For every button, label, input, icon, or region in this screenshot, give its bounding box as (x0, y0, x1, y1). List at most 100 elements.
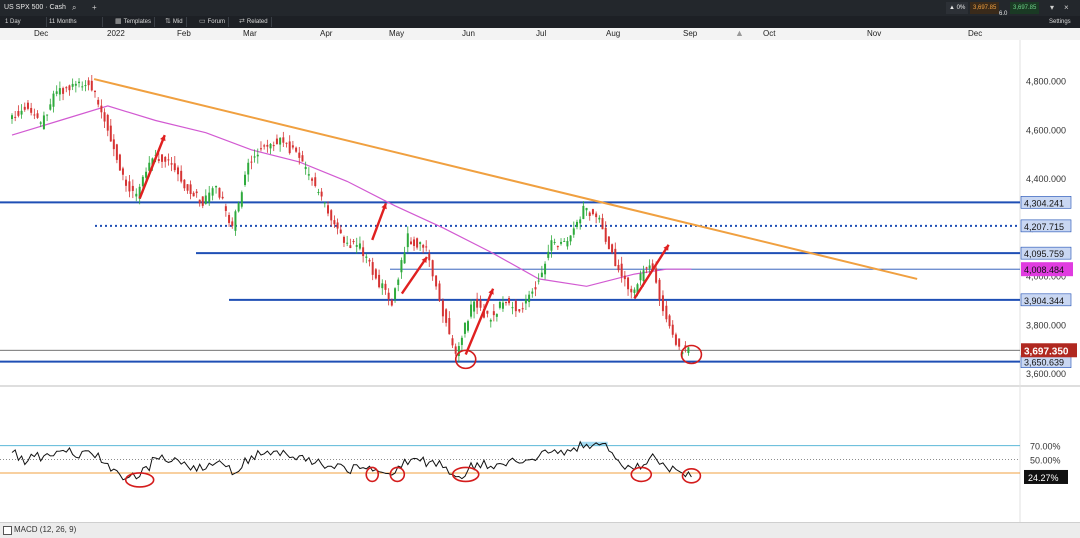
candle-body (579, 219, 582, 224)
candle-body (346, 242, 349, 244)
candle-body (20, 110, 23, 115)
candle-body (215, 186, 218, 188)
expand-icon[interactable] (3, 526, 12, 535)
candle-body (145, 171, 148, 178)
candle-body (400, 260, 403, 273)
candle-body (463, 322, 466, 334)
level-label: 4,095.759 (1024, 249, 1064, 259)
candle-body (71, 83, 74, 87)
candle-body (642, 270, 645, 281)
rsi-line (11, 440, 692, 481)
candle-body (157, 159, 160, 161)
candle-body (390, 300, 393, 306)
candle-body (221, 196, 224, 199)
dropdown-icon[interactable]: ▾ (1050, 3, 1055, 12)
candle-body (479, 300, 482, 308)
settings-button[interactable]: Settings (1046, 17, 1074, 27)
instrument-title[interactable]: US SPX 500 · Cash (4, 4, 66, 11)
candle-body (636, 284, 639, 293)
rsi-annotation-circle (630, 466, 653, 483)
forum-button[interactable]: ▭ Forum (196, 17, 229, 27)
candle-body (566, 240, 569, 247)
candle-body (36, 113, 39, 118)
candle-body (518, 309, 521, 312)
candle-body (365, 256, 368, 258)
buy-price-button[interactable]: 3,697.85 (1010, 2, 1040, 14)
candle-body (384, 283, 387, 290)
candle-body (355, 245, 358, 247)
candle-body (441, 300, 444, 317)
related-button[interactable]: ⇄ Related (236, 17, 272, 27)
level-badge (1020, 196, 1072, 209)
candle-body (572, 228, 575, 235)
candle-body (358, 243, 361, 249)
price-tick-label: 3,600.000 (1026, 369, 1066, 379)
candle-body (90, 80, 93, 91)
candle-body (39, 122, 42, 124)
sell-price-button[interactable]: 3,697.85 (970, 2, 1000, 14)
candle-body (601, 218, 604, 230)
candle-body (135, 193, 138, 197)
candle-body (176, 167, 179, 175)
candle-body (537, 280, 540, 282)
candle-body (687, 347, 690, 354)
candle-body (218, 187, 221, 198)
price-tick-label: 4,600.000 (1026, 125, 1066, 135)
rsi-annotation-circle (681, 467, 702, 484)
candle-body (413, 239, 416, 246)
candle-body (141, 176, 144, 187)
chart-area[interactable]: 3,600.0003,800.0004,000.0004,200.0004,40… (0, 40, 1080, 522)
candle-body (266, 144, 269, 147)
candle-body (250, 161, 253, 163)
price-type-icon: ⇅ (165, 18, 171, 25)
month-label: Nov (867, 29, 882, 38)
window-titlebar: US SPX 500 · Cash ⌕ + ▲ 0% 3,697.85 6.0 … (0, 0, 1080, 17)
interval-select[interactable]: 1 Day (2, 17, 47, 27)
candle-body (451, 338, 454, 346)
search-icon[interactable]: ⌕ (72, 3, 77, 12)
close-icon[interactable]: × (1064, 3, 1069, 12)
level-label: 4,207.715 (1024, 222, 1064, 232)
templates-button[interactable]: ▦ Templates (112, 17, 155, 27)
candle-body (560, 241, 563, 244)
rsi-annotation-circle (124, 472, 155, 488)
annotation-arrow (633, 244, 670, 300)
candle-body (161, 154, 164, 162)
level-badge (1020, 293, 1072, 307)
candle-body (501, 302, 504, 309)
macd-label[interactable]: MACD (12, 26, 9) (14, 525, 77, 534)
candle-body (14, 116, 17, 118)
month-label: Jul (536, 29, 547, 38)
price-type-button[interactable]: ⇅ Mid (162, 17, 187, 27)
candle-body (106, 114, 109, 131)
candle-body (428, 253, 431, 261)
candle-body (639, 273, 642, 281)
annotation-arrowhead (381, 203, 387, 210)
candle-body (198, 199, 201, 204)
candle-body (192, 192, 195, 197)
range-select[interactable]: 11 Months (46, 17, 103, 27)
candle-body (295, 147, 298, 152)
candle-body (128, 181, 131, 192)
candle-body (668, 315, 671, 327)
candle-body (151, 158, 154, 166)
add-tab-icon[interactable]: + (92, 3, 97, 12)
candle-body (115, 144, 118, 160)
candle-body (521, 308, 524, 310)
candle-body (633, 289, 636, 293)
candle-body (339, 229, 342, 234)
candle-body (470, 304, 473, 317)
candle-body (298, 152, 301, 158)
month-label: Dec (34, 29, 49, 38)
candle-body (103, 112, 106, 122)
candle-body (291, 145, 294, 148)
candle-body (201, 196, 204, 206)
candle-body (65, 87, 68, 89)
candle-body (342, 236, 345, 243)
price-type-label: Mid (172, 19, 183, 25)
candle-body (448, 318, 451, 335)
candle-body (651, 263, 654, 269)
scroll-marker-icon[interactable]: ▲ (735, 28, 744, 38)
candle-body (410, 241, 412, 245)
candle-body (333, 220, 336, 225)
